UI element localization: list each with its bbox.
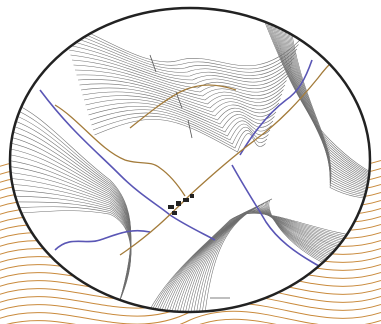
contour-line bbox=[163, 209, 370, 312]
contour-line bbox=[59, 19, 301, 66]
contour-line bbox=[68, 49, 292, 86]
background-contour bbox=[6, 310, 381, 324]
contour-line bbox=[166, 209, 370, 312]
contour-line bbox=[285, 9, 370, 198]
contour-line bbox=[154, 211, 370, 312]
contour-line bbox=[80, 87, 280, 117]
contour-line bbox=[139, 213, 370, 312]
building bbox=[176, 201, 181, 206]
contour-line bbox=[286, 9, 370, 199]
road-main bbox=[119, 47, 353, 256]
contour-line bbox=[79, 83, 281, 113]
contour-line bbox=[71, 59, 289, 93]
contour-line bbox=[67, 44, 293, 83]
contour-line bbox=[157, 210, 370, 312]
contour-line bbox=[83, 95, 277, 125]
label-mark bbox=[175, 91, 183, 109]
map-label-marks bbox=[149, 54, 230, 299]
contour-line bbox=[10, 210, 132, 301]
contour-line bbox=[89, 109, 271, 141]
contour-line bbox=[77, 79, 283, 109]
contour-line bbox=[151, 211, 370, 312]
contour-line bbox=[169, 208, 370, 312]
contour-line bbox=[172, 207, 370, 312]
road-west-branch bbox=[54, 104, 186, 197]
road-lines bbox=[54, 47, 353, 256]
magnifier-lens-frame bbox=[8, 6, 372, 314]
contour-line bbox=[142, 212, 370, 312]
lens-contour-lines bbox=[10, 9, 370, 312]
contour-line bbox=[160, 210, 370, 312]
contour-line bbox=[91, 112, 269, 145]
contour-line bbox=[86, 102, 274, 133]
contour-line bbox=[202, 198, 370, 312]
contour-line bbox=[82, 91, 278, 121]
contour-line bbox=[288, 9, 370, 200]
contour-line bbox=[73, 64, 287, 97]
contour-line bbox=[61, 24, 299, 70]
contour-line bbox=[148, 212, 370, 312]
contour-line bbox=[65, 39, 295, 80]
contour-line bbox=[76, 74, 284, 105]
building bbox=[190, 194, 194, 198]
contour-line bbox=[74, 69, 286, 101]
contour-line bbox=[283, 9, 370, 197]
contour-line bbox=[261, 9, 370, 182]
contour-line bbox=[262, 9, 370, 183]
contour-line bbox=[145, 212, 370, 312]
contour-line bbox=[88, 105, 272, 137]
stream-northeast bbox=[239, 59, 313, 156]
village-buildings bbox=[168, 194, 194, 215]
contour-line bbox=[64, 34, 296, 76]
stream-southwest bbox=[54, 229, 151, 251]
contour-line bbox=[85, 99, 275, 129]
contour-line bbox=[259, 9, 370, 181]
road-north-branch bbox=[129, 84, 237, 129]
building bbox=[168, 205, 174, 209]
label-mark bbox=[187, 119, 193, 139]
magnifier-lens-fill bbox=[10, 8, 370, 312]
contour-line bbox=[62, 29, 298, 73]
building bbox=[172, 211, 177, 215]
stream-main-west bbox=[39, 89, 216, 241]
contour-line bbox=[70, 54, 290, 90]
building bbox=[183, 198, 189, 202]
label-mark bbox=[149, 54, 157, 73]
